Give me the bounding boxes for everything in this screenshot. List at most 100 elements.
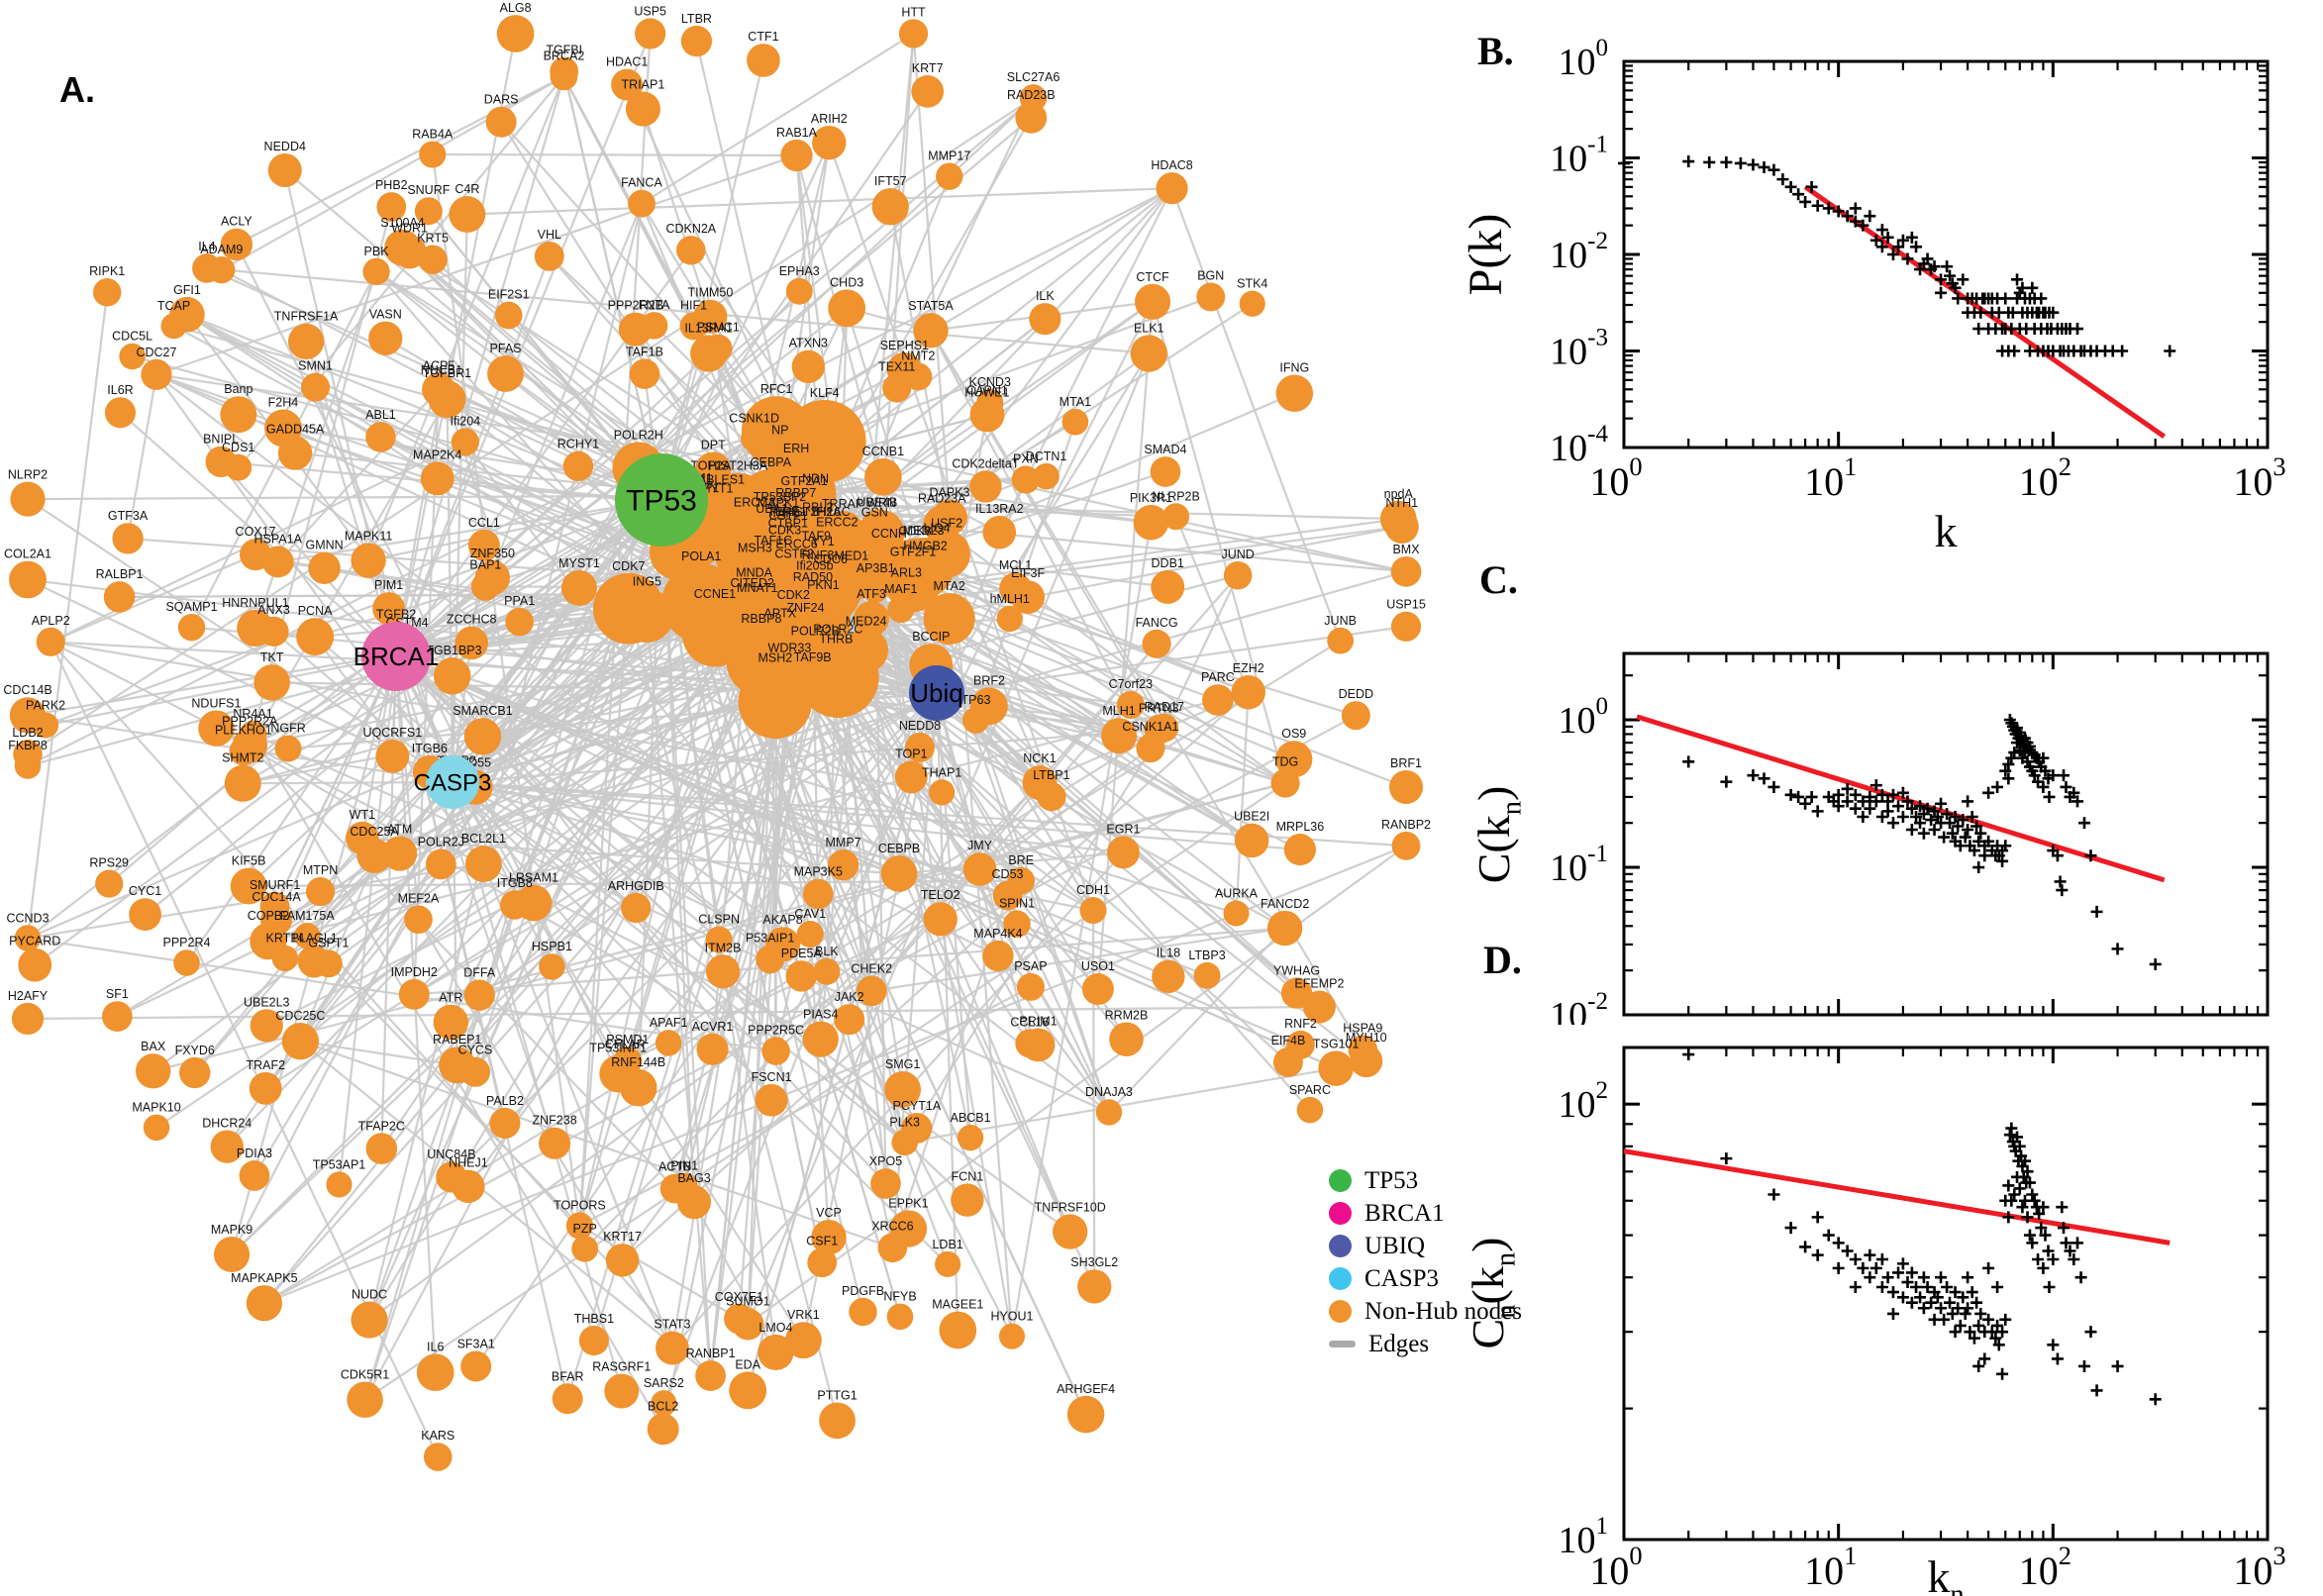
network-node: [1142, 629, 1171, 658]
network-node: [1239, 290, 1265, 317]
hub-node-casp3: [426, 755, 479, 809]
network-node: [224, 764, 261, 802]
network-node: [10, 481, 46, 517]
y-axis-title: Cn(kn): [1463, 1238, 1522, 1349]
network-node-label: SQAMP1: [165, 600, 217, 614]
network-node: [433, 657, 471, 695]
network-node: [1390, 611, 1422, 642]
network-node-label: ATR: [439, 991, 462, 1005]
network-edge: [363, 599, 796, 1401]
scatter-marker: [1957, 1291, 1970, 1304]
network-node-label: TRRAP: [822, 497, 863, 511]
network-node: [173, 949, 200, 976]
network-node: [119, 343, 146, 370]
network-node-label: POLR2J: [418, 835, 464, 848]
network-edge: [394, 33, 652, 657]
network-node: [578, 1326, 609, 1356]
network-node-label: EGR1: [1106, 823, 1140, 837]
network-node: [177, 613, 206, 642]
network-node-label: TP63: [961, 693, 991, 707]
network-node-label: PZP: [573, 1222, 597, 1236]
network-node: [239, 1160, 270, 1191]
network-node-label: CDH1: [1076, 883, 1110, 897]
scatter-marker: [1954, 1319, 1967, 1332]
scatter-marker: [1949, 1286, 1962, 1299]
network-edge: [375, 270, 900, 875]
scatter-marker: [1935, 286, 1948, 299]
scatter-marker: [2149, 1393, 2162, 1406]
scatter-marker: [1917, 1302, 1930, 1315]
scatter-marker: [1758, 160, 1770, 173]
network-node: [459, 1056, 491, 1087]
network-node-label: LDB2: [12, 726, 43, 740]
network-node: [1061, 408, 1089, 436]
network-node-label: HDAC1: [606, 55, 648, 69]
scatter-marker: [1921, 802, 1934, 815]
network-node-label: CTCF: [1136, 270, 1169, 284]
tick-label: 103: [2233, 451, 2285, 504]
scatter-marker: [1921, 1281, 1934, 1293]
network-node-label: NDUFS1: [191, 696, 241, 710]
network-node: [460, 1350, 492, 1382]
network-node: [923, 505, 961, 544]
network-node-label: MRPL36: [1276, 820, 1325, 834]
network-node-label: IL4: [198, 240, 215, 253]
scatter-marker: [1917, 827, 1930, 840]
network-node: [294, 923, 321, 949]
network-node-label: GSPT1: [308, 936, 349, 949]
network-node-label: TFAP2C: [358, 1119, 405, 1133]
network-node-label: TP53INP1: [589, 1042, 647, 1055]
network-edge: [361, 837, 900, 875]
scatter-marker: [1841, 210, 1854, 223]
network-node: [250, 1009, 283, 1043]
network-node-label: PPP2R2B: [608, 299, 663, 313]
network-node: [539, 953, 565, 980]
network-node-label: CCL1: [468, 516, 500, 530]
scatter-marker: [1784, 180, 1797, 193]
network-node: [258, 616, 289, 647]
network-node-label: USO1: [1081, 959, 1115, 973]
scatter-marker: [1914, 800, 1927, 813]
network-node: [849, 1297, 877, 1327]
network-node: [969, 470, 1002, 503]
scatter-marker: [1892, 800, 1905, 813]
network-node-label: ARHGDIB: [608, 879, 664, 893]
network-node-label: TGFB2: [376, 607, 416, 621]
network-node-label: RANBP1: [686, 1347, 736, 1360]
network-node-label: NCK1: [1023, 751, 1056, 765]
network-node: [992, 880, 1023, 911]
network-node-label: PSAP: [1014, 959, 1047, 973]
tick-label: 101: [1558, 1513, 1608, 1561]
scatter-marker: [2016, 1201, 2029, 1214]
network-node-label: SF3A1: [457, 1337, 495, 1350]
scatter-marker: [1720, 775, 1733, 788]
network-edge: [864, 648, 1041, 784]
scatter-marker: [1949, 281, 1962, 294]
network-node-label: SH3GL2: [1070, 1255, 1118, 1269]
scatter-marker: [1978, 1352, 1991, 1365]
network-node-label: PCYT1A: [893, 1099, 942, 1113]
network-node-label: ANX3: [257, 603, 290, 617]
network-node-label: ITM2B: [705, 941, 742, 954]
network-node-label: BFAR: [552, 1369, 584, 1383]
network-node: [999, 572, 1032, 605]
network-node: [677, 1185, 712, 1220]
network-node-label: IL6R: [107, 383, 133, 397]
network-node: [957, 1124, 984, 1151]
scatter-marker: [1966, 811, 1978, 824]
scatter-marker: [1799, 1241, 1812, 1253]
tick-label: 10-1: [1550, 132, 1608, 180]
scatter-marker: [1875, 241, 1888, 253]
network-edge: [1170, 187, 1342, 642]
network-node-label: TOP1: [895, 747, 927, 760]
network-node: [886, 351, 923, 388]
network-node-label: PDIA3: [237, 1147, 272, 1160]
tick-label: 101: [1804, 1541, 1857, 1593]
network-node-label: IFI16: [812, 505, 841, 519]
network-node-label: MYH10: [1346, 1031, 1387, 1045]
scatter-marker: [1982, 786, 1995, 799]
network-node-label: CTBP1: [768, 517, 808, 531]
scatter-marker: [1784, 788, 1797, 801]
network-node: [210, 1130, 244, 1163]
